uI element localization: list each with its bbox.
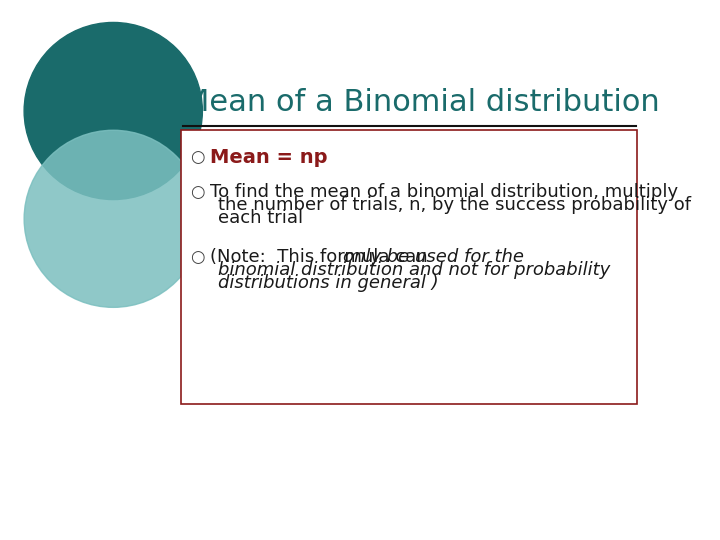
Text: ○: ○ xyxy=(189,183,204,201)
Circle shape xyxy=(24,23,202,200)
Text: (Note:  This formula can: (Note: This formula can xyxy=(210,248,433,266)
Text: To find the mean of a binomial distribution, multiply: To find the mean of a binomial distribut… xyxy=(210,183,678,201)
Circle shape xyxy=(24,130,202,307)
Text: Mean of a Binomial distribution: Mean of a Binomial distribution xyxy=(183,88,660,117)
Bar xyxy=(181,130,637,403)
Text: each trial: each trial xyxy=(218,209,303,227)
Text: Mean = np: Mean = np xyxy=(210,148,328,167)
Text: the number of trials, n, by the success probability of: the number of trials, n, by the success … xyxy=(218,196,691,214)
Text: distributions in general ): distributions in general ) xyxy=(218,274,438,293)
Text: only be used for the: only be used for the xyxy=(343,248,524,266)
Text: binomial distribution and not for probability: binomial distribution and not for probab… xyxy=(218,261,610,279)
Text: ○: ○ xyxy=(189,248,204,266)
Text: ○: ○ xyxy=(189,148,204,166)
